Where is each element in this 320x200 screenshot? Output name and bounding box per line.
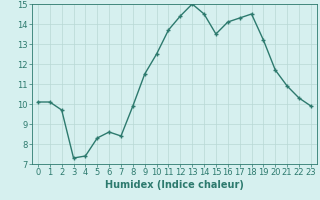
X-axis label: Humidex (Indice chaleur): Humidex (Indice chaleur): [105, 180, 244, 190]
